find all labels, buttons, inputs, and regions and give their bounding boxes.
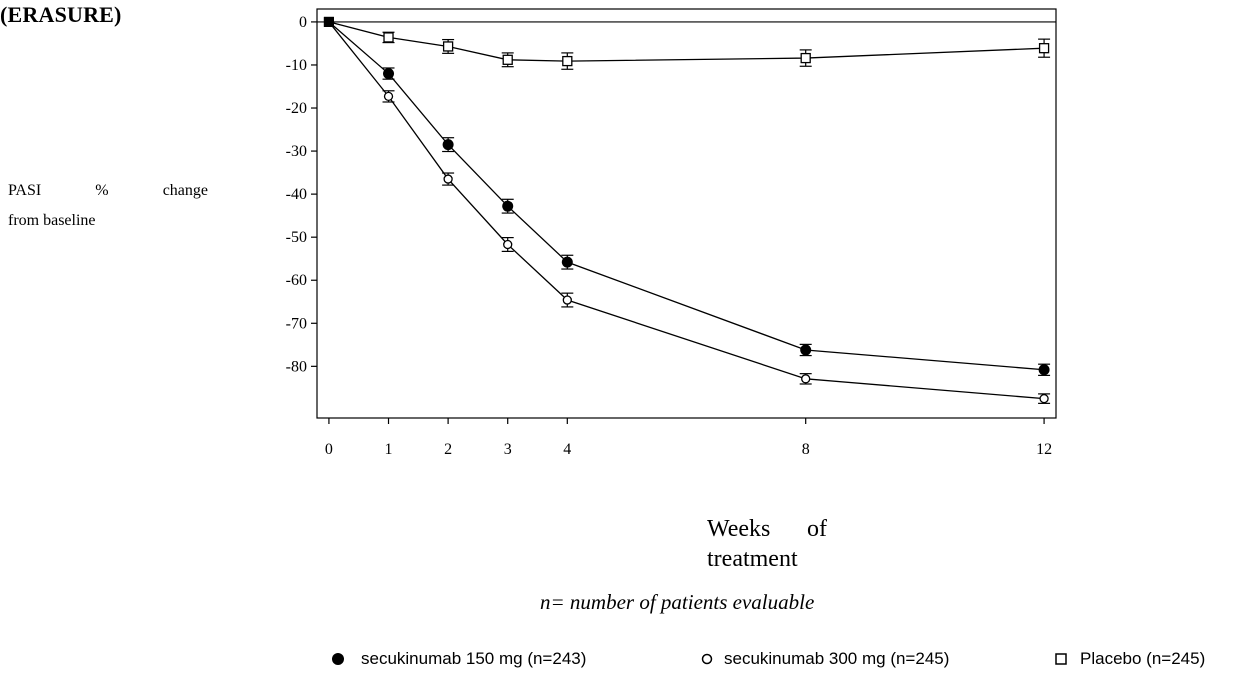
data-point [383, 91, 394, 102]
data-point-baseline [323, 16, 334, 27]
data-point [502, 200, 514, 212]
data-point [442, 139, 454, 151]
data-point [800, 52, 811, 64]
x-axis-label-line2: treatment [707, 546, 798, 572]
plot-frame [316, 8, 1057, 419]
x-tick-label: 3 [504, 441, 512, 458]
data-point [383, 32, 394, 43]
data-point [562, 55, 573, 67]
series [323, 16, 1051, 404]
x-axis-label-line1: Weeks of [707, 516, 827, 542]
data-point [1038, 364, 1050, 376]
series-line [328, 21, 1045, 62]
series-line [328, 21, 1045, 371]
x-axis-label: Weeks of treatment [707, 514, 827, 574]
data-point [383, 68, 395, 80]
data-point [1039, 393, 1049, 404]
data-point [503, 239, 513, 250]
data-point [1038, 43, 1050, 54]
y-axis-label-line1: PASI % change [8, 182, 208, 199]
y-tick-label: -20 [286, 100, 307, 117]
open-square-icon [1055, 653, 1067, 665]
legend-label: secukinumab 300 mg (n=245) [724, 649, 950, 668]
axes: 0-10-20-30-40-50-60-70-800 1 2 3 4 8 12 [286, 8, 1057, 458]
y-tick-label: 0 [299, 14, 307, 31]
data-point [443, 174, 453, 184]
legend-item-placebo: Placebo (n=245) [1054, 646, 1205, 672]
x-tick-label: 8 [802, 441, 810, 458]
x-tick-label: 1 [385, 441, 393, 458]
y-tick-label: -10 [286, 57, 307, 74]
open-circle-icon [701, 653, 713, 665]
series-line [328, 21, 1045, 400]
chart-title: (ERASURE) [0, 2, 122, 27]
series-3 [323, 16, 1051, 70]
y-axis-label: PASI % change from baseline [8, 176, 208, 236]
footnote: n= number of patients evaluable [540, 590, 815, 614]
y-tick-label: -60 [286, 272, 307, 289]
legend-label: secukinumab 150 mg (n=243) [361, 649, 587, 668]
y-tick-label: -80 [286, 358, 307, 375]
legend-item-secukinumab-150: secukinumab 150 mg (n=243) [331, 646, 586, 672]
x-tick-label: 2 [444, 441, 452, 458]
x-tick-label: 0 [325, 441, 333, 458]
legend-item-secukinumab-300: secukinumab 300 mg (n=245) [700, 646, 949, 672]
y-axis-label-line2: from baseline [8, 212, 96, 229]
data-point [502, 54, 513, 65]
data-point [801, 374, 811, 384]
series-2 [323, 16, 1051, 404]
y-tick-label: -70 [286, 315, 307, 332]
data-point [442, 41, 454, 52]
y-tick-label: -30 [286, 143, 307, 160]
y-tick-label: -50 [286, 229, 307, 246]
y-tick-label: -40 [286, 186, 307, 203]
x-tick-label: 4 [563, 441, 571, 458]
data-point [800, 344, 812, 356]
data-point [562, 295, 572, 305]
x-tick-label: 12 [1036, 441, 1052, 458]
filled-circle-icon [332, 653, 344, 665]
legend-label: Placebo (n=245) [1080, 649, 1206, 668]
series-1 [323, 16, 1051, 376]
data-point [561, 256, 573, 268]
